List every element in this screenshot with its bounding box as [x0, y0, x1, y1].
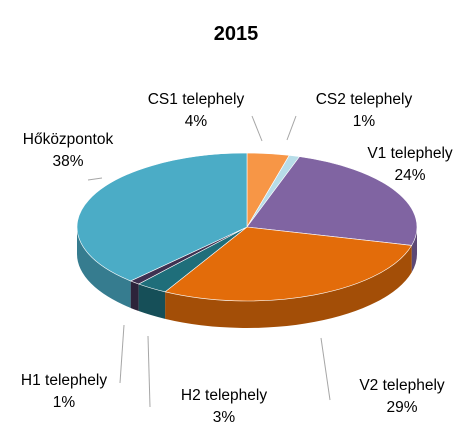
leader-line-4 — [147, 335, 151, 408]
slice-label-name-4: H2 telephely — [181, 387, 267, 404]
slice-label-name-3: V2 telephely — [359, 377, 445, 394]
slice-label-value-4: 3% — [213, 409, 236, 426]
slice-label-value-6: 38% — [52, 153, 83, 170]
slice-label-name-0: CS1 telephely — [148, 91, 245, 108]
slice-2 — [246, 156, 418, 246]
slice-label-value-0: 4% — [185, 113, 208, 130]
slice-label-name-5: H1 telephely — [21, 372, 107, 389]
slice-label-name-6: Hőközpontok — [23, 131, 114, 148]
leader-lines — [87, 115, 331, 408]
slice-3 — [164, 226, 413, 302]
slice-side-2 — [411, 227, 417, 273]
slice-label-value-3: 29% — [386, 399, 417, 416]
data-labels: CS1 telephely 4% CS2 telephely 1% V1 telephe… — [21, 91, 453, 426]
chart-title: 2015 — [214, 23, 259, 45]
slice-label-value-2: 24% — [394, 167, 425, 184]
leader-line-5 — [119, 324, 125, 384]
leader-line-6 — [87, 177, 103, 181]
leader-line-1 — [286, 115, 297, 141]
slice-side-5 — [130, 280, 139, 312]
slice-label-name-2: V1 telephely — [367, 145, 453, 162]
slice-label-value-1: 1% — [353, 113, 376, 130]
leader-line-3 — [320, 337, 331, 401]
slice-6 — [76, 152, 248, 282]
leader-line-0 — [251, 115, 263, 142]
slice-label-value-5: 1% — [53, 394, 76, 411]
pie-depth-layer — [77, 227, 417, 328]
slice-side-4 — [138, 284, 166, 319]
slice-side-6 — [77, 227, 131, 308]
slice-label-name-1: CS2 telephely — [316, 91, 413, 108]
slice-side-3 — [165, 245, 412, 328]
pie-top-layer — [76, 152, 418, 302]
